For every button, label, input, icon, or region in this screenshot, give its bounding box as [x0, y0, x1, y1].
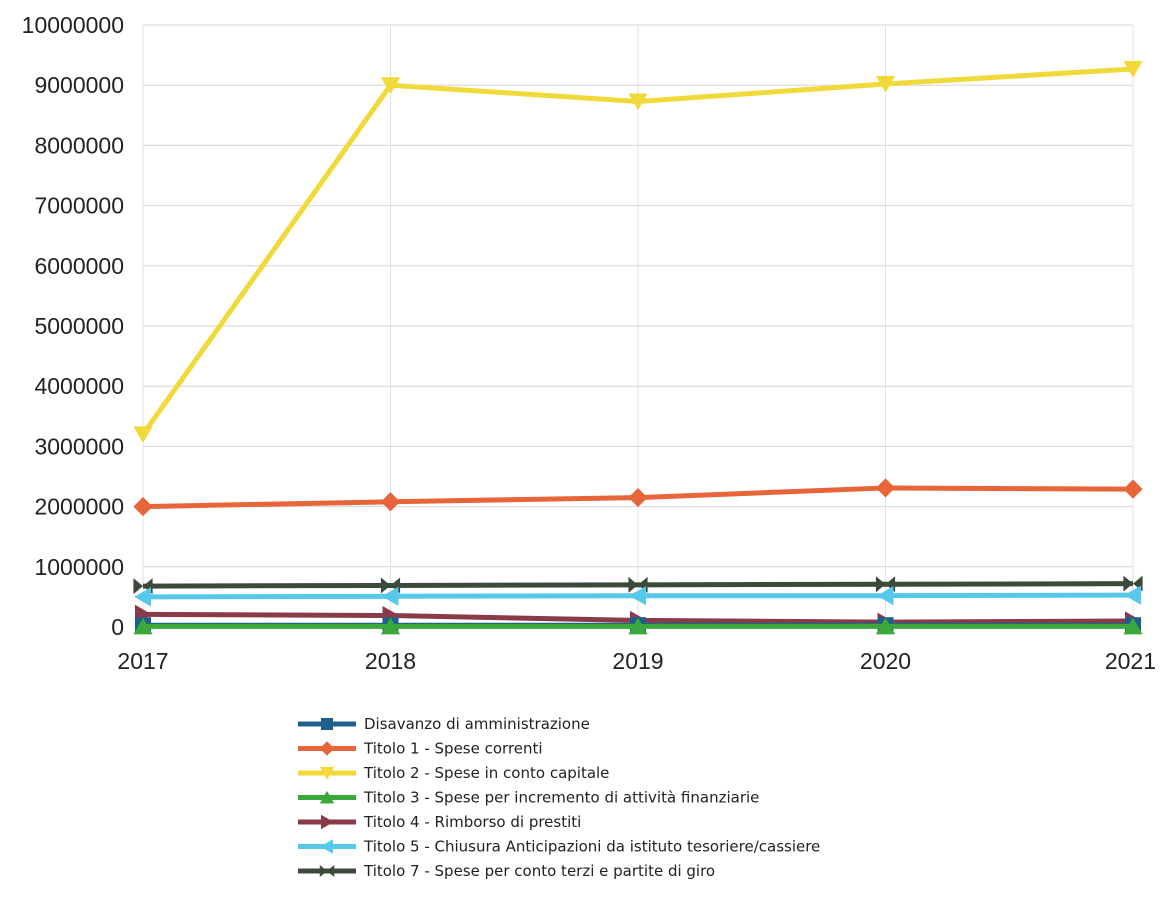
data-point [1123, 479, 1143, 499]
data-point [319, 790, 335, 804]
data-point [320, 839, 333, 854]
data-point [321, 718, 333, 730]
data-point [380, 577, 401, 594]
data-point [319, 741, 335, 756]
data-point [133, 497, 153, 517]
y-tick-label: 4000000 [34, 373, 124, 399]
legend-entry: Titolo 4 - Rimborso di prestiti [298, 813, 581, 831]
data-point [380, 617, 401, 635]
legend-label: Titolo 3 - Spese per incremento di attiv… [363, 789, 759, 807]
legend-label: Disavanzo di amministrazione [364, 715, 590, 733]
data-point [319, 767, 335, 780]
series-4 [133, 617, 1143, 635]
x-tick-label: 2018 [365, 648, 416, 674]
x-axis-tick-labels: 2017 2018 2019 2020 2021 [117, 648, 1156, 674]
gridlines [142, 24, 1134, 628]
legend-label: Titolo 7 - Spese per conto terzi e parti… [363, 862, 715, 880]
y-tick-label: 5000000 [34, 313, 124, 339]
legend-label: Titolo 1 - Spese correnti [363, 740, 543, 758]
data-point [134, 587, 151, 607]
legend-label: Titolo 2 - Spese in conto capitale [363, 764, 609, 782]
data-point [628, 617, 648, 635]
x-tick-label: 2019 [612, 648, 663, 674]
x-tick-label: 2017 [117, 648, 168, 674]
legend-entry: Disavanzo di amministrazione [298, 715, 590, 733]
data-point [380, 492, 401, 512]
legend-entry: Titolo 7 - Spese per conto terzi e parti… [298, 862, 715, 880]
y-tick-label: 10000000 [22, 12, 124, 38]
legend-entry: Titolo 2 - Spese in conto capitale [298, 764, 609, 782]
legend-label: Titolo 5 - Chiusura Anticipazioni da ist… [363, 838, 820, 856]
y-axis-tick-labels: 0 1000000 2000000 3000000 4000000 5000000 6000… [22, 12, 124, 640]
legend-entry: Titolo 5 - Chiusura Anticipazioni da ist… [298, 838, 820, 856]
y-tick-label: 7000000 [34, 193, 124, 219]
data-point [1123, 60, 1143, 78]
y-tick-label: 9000000 [34, 72, 124, 98]
data-point [133, 426, 153, 444]
data-point [875, 617, 896, 635]
data-point [876, 586, 894, 606]
x-tick-label: 2020 [860, 648, 911, 674]
series-lines [133, 60, 1143, 635]
legend-label: Titolo 4 - Rimborso di prestiti [363, 813, 581, 831]
series-2 [133, 478, 1143, 517]
data-point [381, 586, 399, 606]
legend-entry: Titolo 3 - Spese per incremento di attiv… [298, 789, 759, 807]
x-tick-label: 2021 [1105, 648, 1156, 674]
data-point [133, 617, 153, 635]
series-7 [133, 575, 1143, 595]
y-tick-label: 6000000 [34, 253, 124, 279]
y-tick-label: 8000000 [34, 132, 124, 158]
data-point [628, 93, 648, 111]
data-point [1124, 585, 1141, 605]
data-point [321, 814, 334, 830]
data-point [628, 487, 648, 508]
data-point [875, 478, 896, 498]
data-point [629, 586, 646, 606]
y-tick-label: 0 [111, 614, 124, 640]
data-point [319, 865, 335, 877]
legend: Disavanzo di amministrazione Titolo 1 - S… [298, 715, 820, 880]
y-tick-label: 1000000 [34, 554, 124, 580]
data-point [1123, 617, 1143, 635]
y-tick-label: 2000000 [34, 494, 124, 520]
series-6 [134, 585, 1141, 607]
data-point [875, 75, 896, 93]
legend-entry: Titolo 1 - Spese correnti [298, 740, 543, 758]
y-tick-label: 3000000 [34, 433, 124, 459]
data-point [380, 77, 401, 94]
series-3 [133, 60, 1143, 444]
